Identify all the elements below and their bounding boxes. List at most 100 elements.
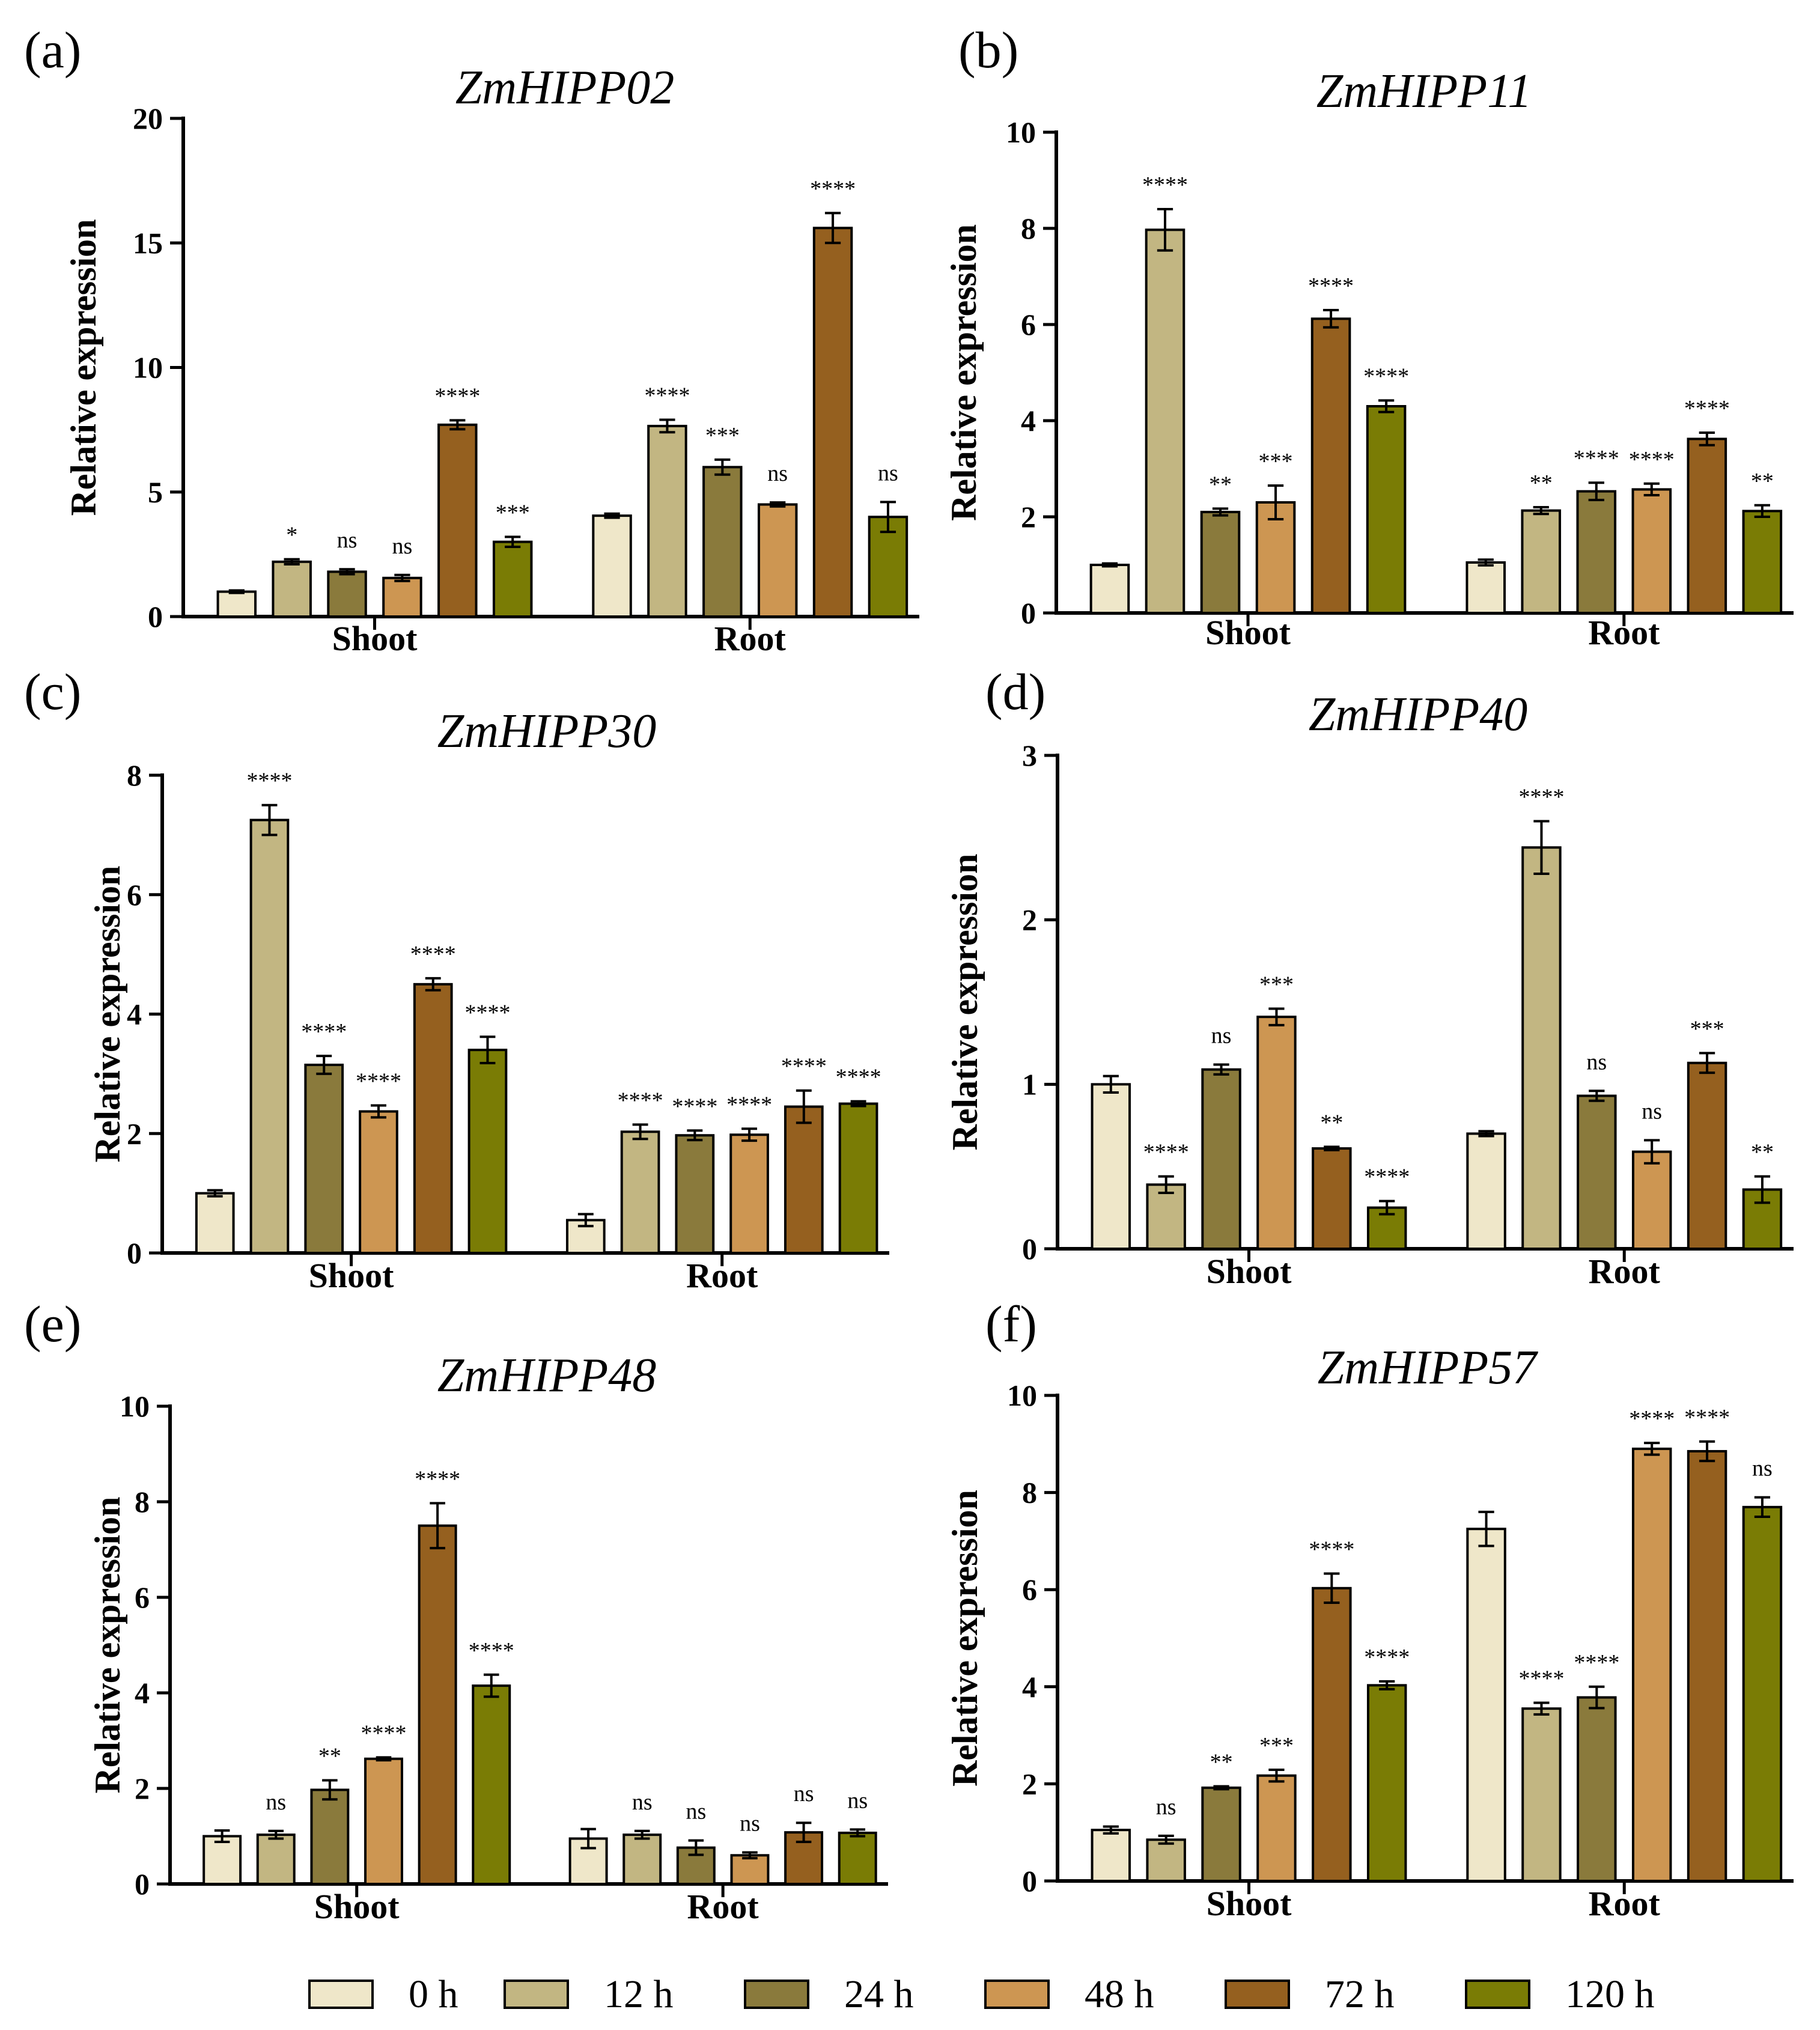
significance-label: ** <box>1751 1140 1774 1165</box>
significance-label: **** <box>672 1094 717 1119</box>
bar-120h <box>838 1831 877 1886</box>
significance-label: ns <box>740 1811 760 1836</box>
bar-0h <box>1465 561 1506 614</box>
legend-label: 0 h <box>409 1972 458 2016</box>
bar-12h <box>256 1833 296 1885</box>
chart-title: ZmHIPP40 <box>1309 688 1527 741</box>
significance-label: ns <box>794 1781 814 1806</box>
bar-72h <box>1312 1587 1352 1882</box>
legend-swatch <box>308 1980 374 2009</box>
significance-label: **** <box>644 383 690 409</box>
significance-label: ns <box>1642 1099 1662 1124</box>
bar-48h <box>730 1854 770 1886</box>
significance-label: ns <box>337 528 358 553</box>
significance-label: ns <box>1211 1023 1232 1048</box>
y-tick-label: 6 <box>127 878 142 912</box>
panel-label: (b) <box>958 21 1018 79</box>
bar-12h <box>1521 509 1562 614</box>
significance-label: ns <box>847 1788 868 1813</box>
bar-72h <box>1687 1061 1727 1251</box>
significance-label: **** <box>781 1054 827 1079</box>
chart-panel-d: (d) ZmHIPP40 Relative expression 0 1 2 3 Shoot *… <box>945 663 1794 1291</box>
y-tick-label: 4 <box>1022 1670 1037 1704</box>
bar-0h <box>1466 1132 1506 1251</box>
bar-120h <box>838 1102 878 1254</box>
significance-label: **** <box>836 1065 881 1090</box>
panel-label: (f) <box>985 1295 1037 1353</box>
bar-0h <box>195 1192 235 1254</box>
bar-48h <box>1256 1016 1297 1250</box>
significance-label: **** <box>810 177 856 202</box>
bar-120h <box>472 1684 511 1885</box>
legend-label: 120 h <box>1565 1972 1655 2016</box>
significance-label: **** <box>1518 784 1564 809</box>
panel-label: (e) <box>24 1295 81 1353</box>
significance-label: **** <box>1518 1666 1564 1691</box>
y-axis-label: Relative expression <box>64 219 103 516</box>
panel-label: (a) <box>24 21 81 79</box>
bar-0h <box>1091 1083 1131 1251</box>
bar-12h <box>1521 846 1562 1250</box>
bar-12h <box>1146 1183 1186 1251</box>
x-category-label: Shoot <box>1207 1252 1292 1291</box>
chart-panel-c: (c) ZmHIPP30 Relative expression 0 2 4 6 8 Shoot… <box>24 663 889 1295</box>
bar-0h <box>216 590 257 618</box>
chart-title: ZmHIPP30 <box>437 705 656 758</box>
bar-12h <box>272 560 312 618</box>
significance-label: *** <box>705 423 740 448</box>
x-category-label: Root <box>1589 1252 1661 1291</box>
bar-120h <box>1742 1505 1783 1883</box>
x-category-label: Root <box>686 1256 758 1295</box>
significance-label: **** <box>1684 396 1730 421</box>
bar-12h <box>620 1130 660 1255</box>
bar-120h <box>1366 1684 1407 1882</box>
significance-label: ** <box>1530 471 1553 496</box>
chart-title: ZmHIPP11 <box>1316 65 1532 118</box>
significance-label: **** <box>1363 364 1409 389</box>
significance-label: ns <box>1586 1049 1607 1074</box>
x-category-label: Root <box>1588 613 1660 652</box>
bar-24h <box>1201 1786 1241 1883</box>
y-tick-label: 20 <box>133 102 163 135</box>
significance-label: *** <box>496 500 530 525</box>
bar-48h <box>757 503 798 618</box>
y-tick-label: 0 <box>1021 596 1036 630</box>
bar-72h <box>1687 437 1727 615</box>
significance-label: **** <box>1629 1406 1675 1431</box>
bar-12h <box>1146 1838 1186 1883</box>
bar-48h <box>1631 1150 1672 1250</box>
significance-label: ns <box>266 1790 286 1815</box>
bar-12h <box>249 818 290 1254</box>
bar-24h <box>1576 490 1617 614</box>
bar-120h <box>492 540 533 618</box>
bar-0h <box>1091 1829 1131 1882</box>
significance-label: **** <box>1308 273 1354 299</box>
chart-title: ZmHIPP57 <box>1318 1341 1538 1394</box>
y-tick-label: 0 <box>135 1867 150 1901</box>
significance-label: ** <box>1320 1110 1343 1135</box>
bar-72h <box>437 423 478 618</box>
bar-48h <box>1256 1774 1297 1883</box>
significance-label: **** <box>1684 1405 1730 1430</box>
legend-swatch <box>1225 1980 1290 2009</box>
x-category-label: Root <box>714 619 787 658</box>
y-tick-label: 4 <box>135 1676 150 1710</box>
legend-swatch <box>1465 1980 1530 2009</box>
bar-24h <box>1200 511 1241 614</box>
y-axis-label: Relative expression <box>944 224 984 521</box>
bar-24h <box>675 1134 715 1254</box>
legend-label: 24 h <box>844 1972 914 2016</box>
x-category-label: Shoot <box>1205 613 1291 652</box>
chart-panel-f: (f) ZmHIPP57 Relative expression 0 2 4 6 8 10 Sho… <box>945 1295 1794 1923</box>
significance-label: ** <box>318 1743 341 1769</box>
legend: 0 h 12 h 24 h 48 h 72 h 120 h <box>308 1972 1655 2016</box>
legend-swatch <box>504 1980 569 2009</box>
significance-label: **** <box>1364 1165 1410 1190</box>
bar-72h <box>1687 1449 1727 1882</box>
significance-label: **** <box>469 1638 514 1663</box>
significance-label: **** <box>1143 1140 1189 1165</box>
x-category-label: Root <box>1589 1884 1661 1923</box>
bar-48h <box>359 1110 398 1254</box>
significance-label: **** <box>415 1466 460 1492</box>
y-axis-label: Relative expression <box>945 1490 985 1787</box>
